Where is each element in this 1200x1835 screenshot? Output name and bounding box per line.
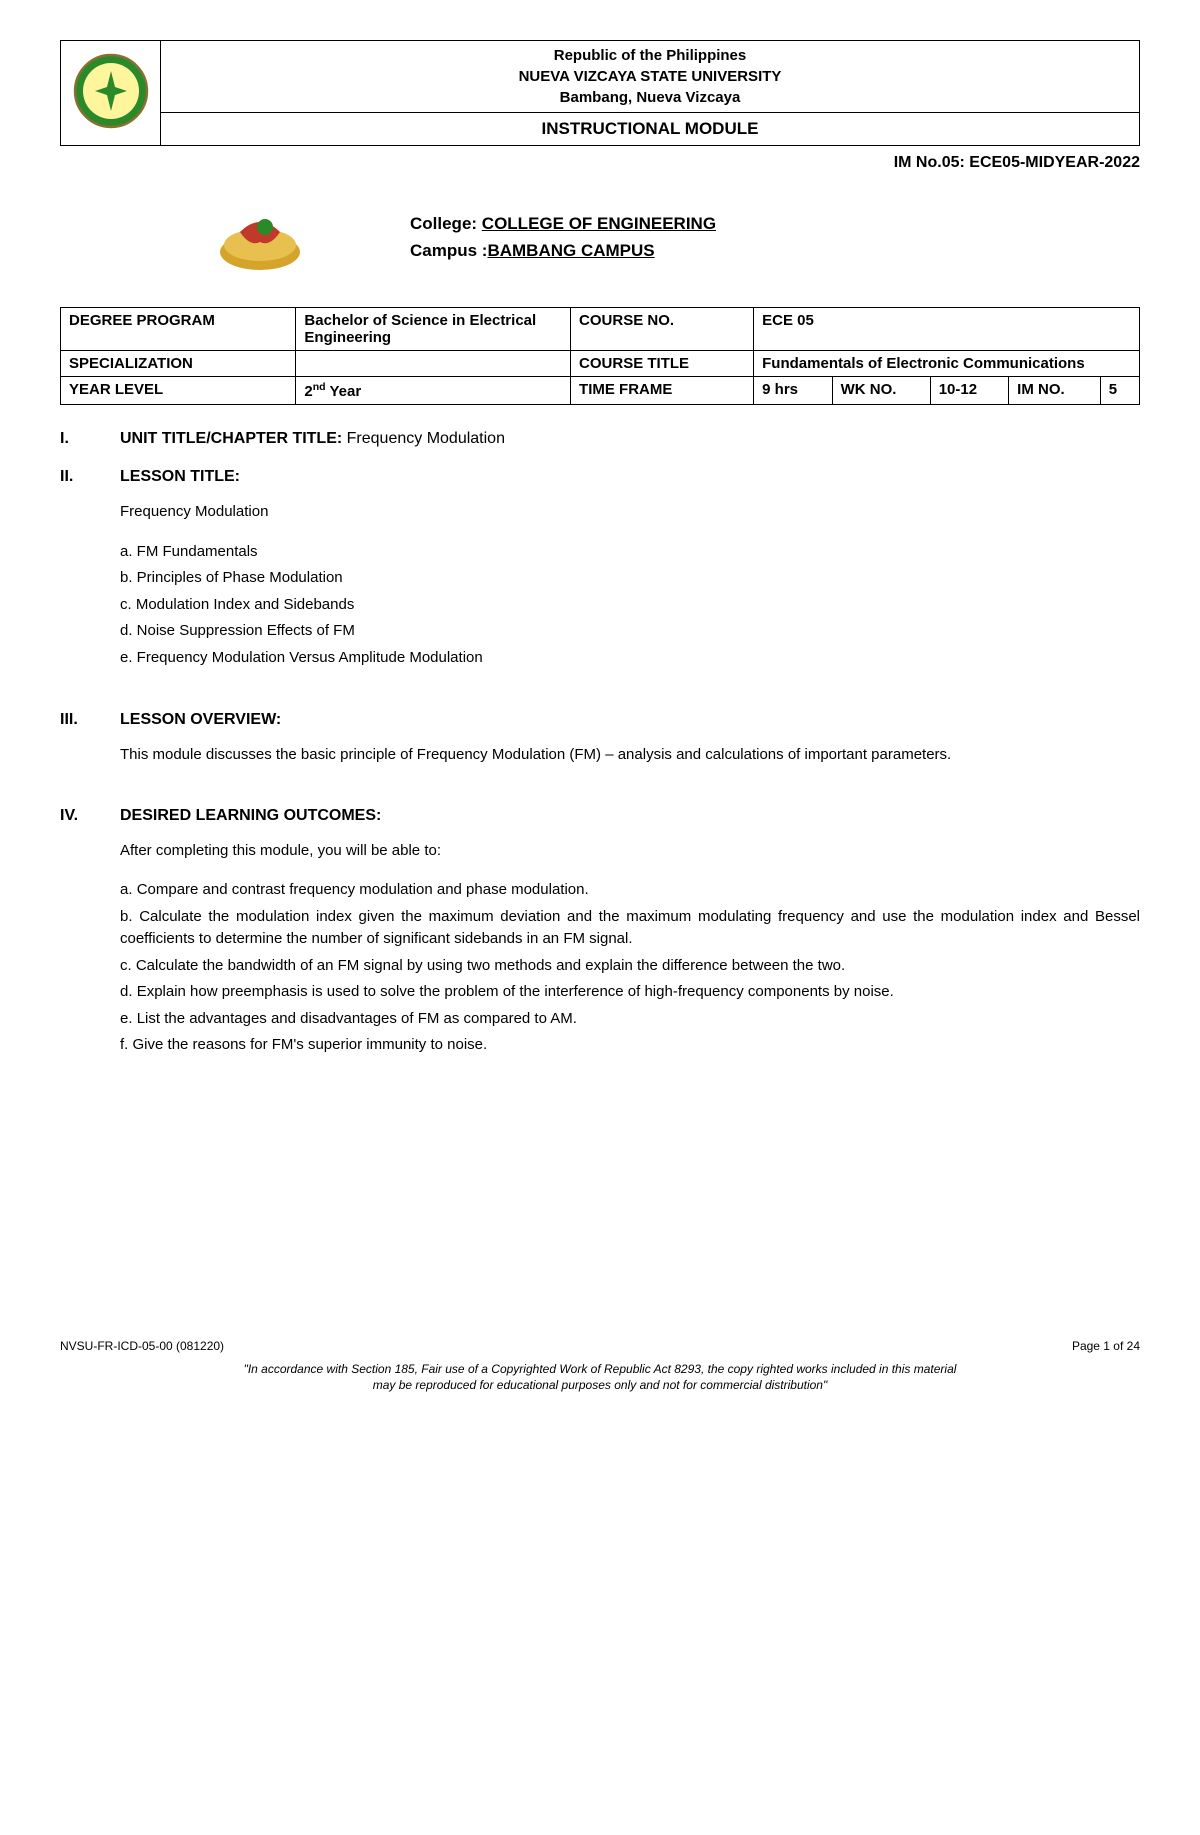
- college-logo-icon: [210, 197, 310, 277]
- list-item: b. Calculate the modulation index given …: [120, 904, 1140, 953]
- time-value: 9 hrs: [754, 377, 832, 405]
- imno-label: IM NO.: [1009, 377, 1101, 405]
- outcome-list: a. Compare and contrast frequency modula…: [120, 877, 1140, 1059]
- college-value: COLLEGE OF ENGINEERING: [482, 214, 716, 233]
- info-table: DEGREE PROGRAM Bachelor of Science in El…: [60, 307, 1140, 405]
- wk-label: WK NO.: [832, 377, 930, 405]
- list-item: c. Modulation Index and Sidebands: [120, 592, 1140, 619]
- college-section: College: COLLEGE OF ENGINEERING Campus :…: [210, 197, 1140, 277]
- courseno-value: ECE 05: [754, 308, 1140, 351]
- lesson-list: a. FM Fundamentals b. Principles of Phas…: [120, 539, 1140, 672]
- footer-page: Page 1 of 24: [1072, 1339, 1140, 1353]
- module-title: INSTRUCTIONAL MODULE: [161, 113, 1140, 146]
- section-num-1: I.: [60, 430, 120, 448]
- imno-value: 5: [1100, 377, 1139, 405]
- list-item: e. List the advantages and disadvantages…: [120, 1006, 1140, 1033]
- header-table: Republic of the Philippines NUEVA VIZCAY…: [60, 40, 1140, 146]
- list-item: c. Calculate the bandwidth of an FM sign…: [120, 953, 1140, 980]
- courseno-label: COURSE NO.: [571, 308, 754, 351]
- list-item: e. Frequency Modulation Versus Amplitude…: [120, 645, 1140, 672]
- time-label: TIME FRAME: [571, 377, 754, 405]
- year-label: YEAR LEVEL: [61, 377, 296, 405]
- college-info: College: COLLEGE OF ENGINEERING Campus :…: [410, 210, 716, 264]
- im-number: IM No.05: ECE05-MIDYEAR-2022: [60, 154, 1140, 172]
- degree-value: Bachelor of Science in Electrical Engine…: [296, 308, 571, 351]
- wk-value: 10-12: [930, 377, 1008, 405]
- footer: NVSU-FR-ICD-05-00 (081220) Page 1 of 24 …: [60, 1339, 1140, 1395]
- republic-text: Republic of the Philippines: [171, 45, 1129, 66]
- list-item: f. Give the reasons for FM's superior im…: [120, 1032, 1140, 1059]
- campus-value: BAMBANG CAMPUS: [487, 241, 654, 260]
- section-overview: III. LESSON OVERVIEW: This module discus…: [60, 711, 1140, 767]
- lesson-intro: Frequency Modulation: [120, 501, 1140, 524]
- location-text: Bambang, Nueva Vizcaya: [171, 87, 1129, 108]
- section-title-4: DESIRED LEARNING OUTCOMES:: [120, 807, 1140, 825]
- spec-value: [296, 351, 571, 377]
- section-num-4: IV.: [60, 807, 120, 825]
- college-label: College:: [410, 214, 482, 233]
- section-title-1: UNIT TITLE/CHAPTER TITLE: Frequency Modu…: [120, 430, 1140, 448]
- campus-label: Campus :: [410, 241, 487, 260]
- list-item: a. FM Fundamentals: [120, 539, 1140, 566]
- list-item: b. Principles of Phase Modulation: [120, 565, 1140, 592]
- outcomes-intro: After completing this module, you will b…: [120, 840, 1140, 863]
- degree-label: DEGREE PROGRAM: [61, 308, 296, 351]
- overview-text: This module discusses the basic principl…: [120, 744, 1140, 767]
- year-value: 2nd Year: [296, 377, 571, 405]
- list-item: a. Compare and contrast frequency modula…: [120, 877, 1140, 904]
- section-title-2: LESSON TITLE:: [120, 468, 1140, 486]
- footer-code: NVSU-FR-ICD-05-00 (081220): [60, 1339, 224, 1353]
- section-unit-title: I. UNIT TITLE/CHAPTER TITLE: Frequency M…: [60, 430, 1140, 448]
- section-outcomes: IV. DESIRED LEARNING OUTCOMES: After com…: [60, 807, 1140, 1059]
- university-name: NUEVA VIZCAYA STATE UNIVERSITY: [171, 66, 1129, 87]
- coursetitle-value: Fundamentals of Electronic Communication…: [754, 351, 1140, 377]
- section-num-2: II.: [60, 468, 120, 486]
- section-lesson-title: II. LESSON TITLE: Frequency Modulation a…: [60, 468, 1140, 671]
- university-logo-icon: [71, 51, 151, 131]
- footer-note: "In accordance with Section 185, Fair us…: [60, 1353, 1140, 1395]
- section-title-3: LESSON OVERVIEW:: [120, 711, 1140, 729]
- list-item: d. Noise Suppression Effects of FM: [120, 618, 1140, 645]
- list-item: d. Explain how preemphasis is used to so…: [120, 979, 1140, 1006]
- coursetitle-label: COURSE TITLE: [571, 351, 754, 377]
- section-num-3: III.: [60, 711, 120, 729]
- logo-cell: [61, 41, 161, 146]
- spec-label: SPECIALIZATION: [61, 351, 296, 377]
- header-text: Republic of the Philippines NUEVA VIZCAY…: [161, 41, 1140, 113]
